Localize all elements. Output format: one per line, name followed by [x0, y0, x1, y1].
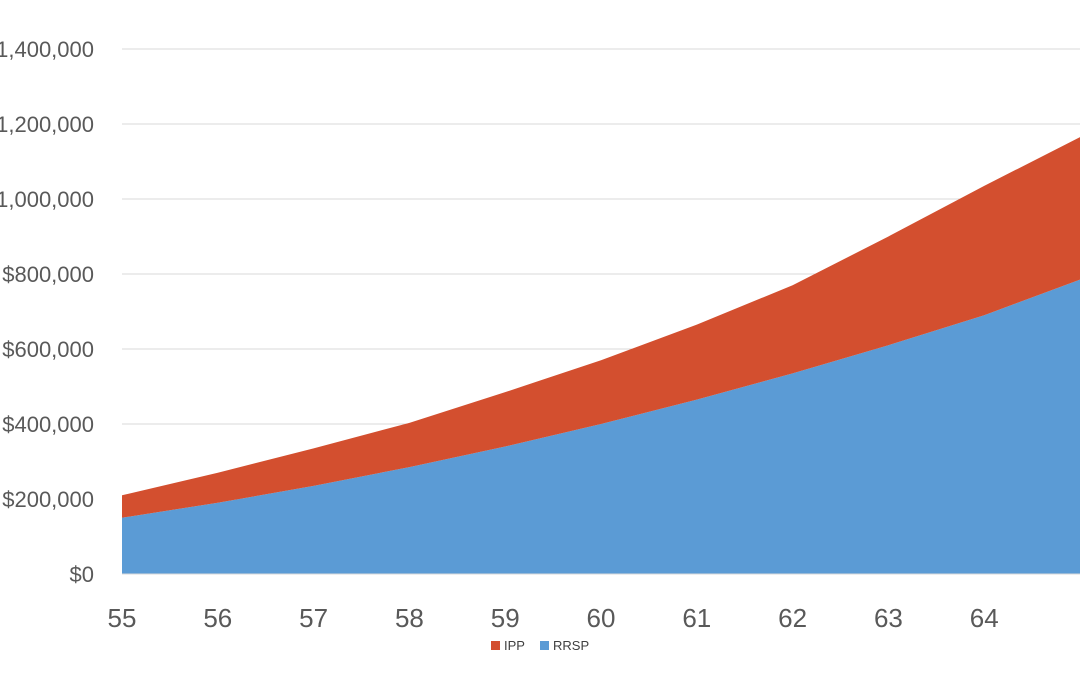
x-tick-label: 55 [108, 603, 137, 633]
y-axis: $0 $200,000 $400,000 $600,000 $800,000 $1,000… [0, 37, 94, 587]
x-tick-label: 56 [203, 603, 232, 633]
y-tick-label: $0 [70, 562, 94, 587]
x-tick-label: 58 [395, 603, 424, 633]
y-tick-label: $800,000 [2, 262, 94, 287]
x-tick-label: 63 [874, 603, 903, 633]
y-tick-label: $400,000 [2, 412, 94, 437]
legend-swatch-rrsp [540, 641, 549, 650]
x-tick-label: 60 [587, 603, 616, 633]
x-tick-label: 57 [299, 603, 328, 633]
x-tick-label: 61 [682, 603, 711, 633]
area-rrsp [122, 279, 1080, 574]
y-tick-label: $1,200,000 [0, 112, 94, 137]
area-ipp [122, 137, 1080, 518]
y-tick-label: $200,000 [2, 487, 94, 512]
legend-label-rrsp: RRSP [553, 638, 589, 653]
y-tick-label: $600,000 [2, 337, 94, 362]
y-tick-label: $1,400,000 [0, 37, 94, 62]
x-tick-label: 62 [778, 603, 807, 633]
legend: IPP RRSP [491, 638, 589, 653]
series-areas [122, 137, 1080, 574]
x-tick-label: 64 [970, 603, 999, 633]
gridlines [122, 48, 1080, 500]
x-axis: 55 56 57 58 59 60 61 62 63 64 [108, 573, 1080, 633]
y-tick-label: $1,000,000 [0, 187, 94, 212]
legend-label-ipp: IPP [504, 638, 525, 653]
legend-swatch-ipp [491, 641, 500, 650]
x-tick-label: 59 [491, 603, 520, 633]
